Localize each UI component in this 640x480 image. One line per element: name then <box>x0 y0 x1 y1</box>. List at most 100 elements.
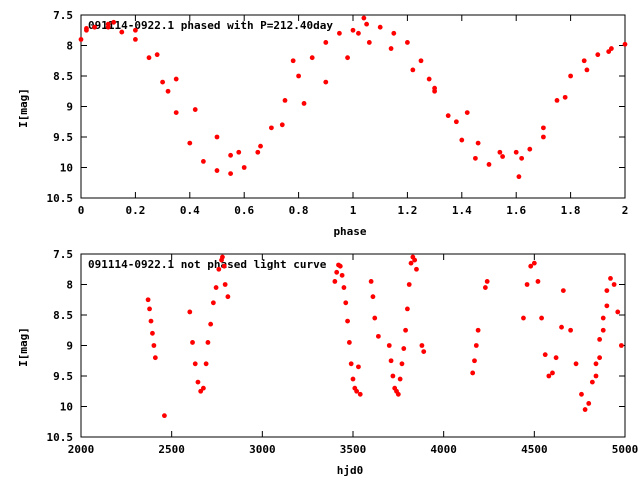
data-point <box>269 125 274 131</box>
data-point <box>531 260 537 266</box>
data-point <box>348 361 354 367</box>
data-point <box>361 15 367 21</box>
data-point <box>78 37 84 42</box>
data-point <box>119 29 125 35</box>
data-point <box>354 388 360 394</box>
data-point <box>484 279 490 284</box>
x-tick-label: 1.2 <box>397 204 417 217</box>
data-point <box>192 361 198 367</box>
data-point <box>216 266 222 272</box>
data-point <box>414 266 419 272</box>
data-point <box>323 40 329 45</box>
data-point <box>516 174 522 180</box>
y-tick-label: 10.5 <box>47 431 74 444</box>
raw-chart-xlabel: hjd0 <box>337 464 364 477</box>
x-tick-label: 2 <box>622 204 629 217</box>
data-point <box>111 19 117 25</box>
data-point <box>527 146 533 152</box>
data-point <box>364 21 369 27</box>
y-tick-label: 10 <box>60 401 73 414</box>
data-point <box>214 134 220 140</box>
data-point <box>399 361 405 367</box>
data-point <box>165 88 171 94</box>
phased-chart-xlabel: phase <box>333 225 366 238</box>
data-point <box>473 155 478 161</box>
data-point <box>418 58 424 64</box>
data-point <box>541 125 546 131</box>
x-tick-label: 3500 <box>340 443 367 456</box>
data-point <box>401 346 407 351</box>
data-point <box>133 27 138 33</box>
data-point <box>459 137 465 143</box>
data-point <box>343 300 349 306</box>
data-point <box>190 340 195 345</box>
data-point <box>584 67 590 73</box>
data-point <box>255 149 261 155</box>
y-tick-label: 10.5 <box>47 192 74 205</box>
raw-chart-ylabel: I[mag] <box>17 327 30 367</box>
data-point <box>201 385 206 391</box>
x-tick-label: 0 <box>78 204 85 217</box>
phased-chart-frame <box>80 14 626 199</box>
y-tick-label: 9 <box>66 340 73 353</box>
data-point <box>296 73 301 79</box>
data-point <box>453 119 459 125</box>
x-tick-label: 0.8 <box>289 204 309 217</box>
data-point <box>290 58 296 64</box>
data-point <box>408 260 414 266</box>
data-point <box>162 413 167 419</box>
data-point <box>390 373 396 379</box>
data-point <box>470 370 476 376</box>
data-point <box>535 279 541 284</box>
data-point <box>210 300 216 306</box>
data-point <box>464 110 470 115</box>
data-point <box>513 149 519 155</box>
data-point <box>236 149 242 155</box>
data-point <box>148 318 154 324</box>
data-point <box>539 315 544 321</box>
data-point <box>187 140 193 146</box>
data-point <box>214 168 220 173</box>
y-tick-label: 7.5 <box>53 9 73 22</box>
data-point <box>579 391 584 397</box>
data-point <box>421 349 427 354</box>
data-point <box>475 140 481 146</box>
data-point <box>150 330 155 336</box>
data-point <box>622 41 628 47</box>
data-point <box>426 76 432 82</box>
data-point <box>519 155 525 161</box>
data-point <box>346 340 352 345</box>
data-point <box>403 327 408 333</box>
data-point <box>350 27 356 33</box>
data-point <box>600 315 606 321</box>
data-point <box>600 327 606 333</box>
data-point <box>337 30 342 36</box>
data-point <box>341 285 347 290</box>
x-tick-label: 1.6 <box>506 204 526 217</box>
data-point <box>160 79 166 85</box>
data-point <box>187 309 193 315</box>
data-point <box>228 171 234 177</box>
data-point <box>368 279 374 284</box>
data-point <box>582 407 588 412</box>
data-point <box>397 376 403 382</box>
data-point <box>412 257 418 263</box>
data-point <box>92 24 97 30</box>
data-point <box>375 333 381 339</box>
data-point <box>203 361 209 367</box>
data-point <box>388 46 394 51</box>
data-point <box>568 73 573 79</box>
data-point <box>282 98 288 103</box>
data-point <box>546 373 552 379</box>
data-point <box>221 263 227 269</box>
data-point <box>405 40 410 45</box>
data-point <box>541 134 546 140</box>
data-point <box>228 152 234 158</box>
data-point <box>145 297 151 303</box>
phased-chart-points <box>78 15 628 180</box>
data-point <box>618 343 624 348</box>
data-point <box>332 279 338 284</box>
data-point <box>222 282 228 287</box>
data-point <box>323 79 329 85</box>
data-point <box>395 391 401 397</box>
